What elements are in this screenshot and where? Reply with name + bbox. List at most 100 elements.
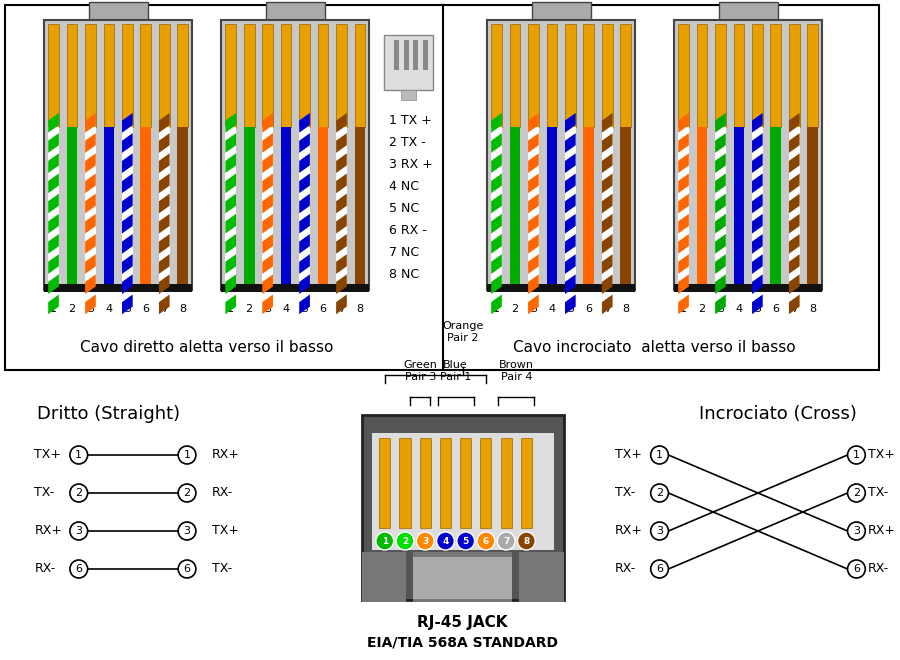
Polygon shape (225, 234, 236, 253)
Bar (807, 127, 818, 288)
Text: 3: 3 (656, 526, 663, 536)
Polygon shape (159, 275, 169, 294)
Polygon shape (225, 275, 236, 294)
Bar (262, 127, 273, 288)
Bar (299, 127, 310, 288)
Circle shape (70, 560, 87, 578)
Bar (122, 127, 132, 288)
Text: 6: 6 (853, 564, 859, 574)
Polygon shape (49, 113, 58, 133)
Polygon shape (262, 113, 273, 133)
Bar (159, 127, 169, 288)
Polygon shape (159, 153, 169, 173)
Polygon shape (159, 254, 169, 274)
Polygon shape (789, 193, 799, 213)
Text: 2 TX -: 2 TX - (389, 135, 426, 148)
Text: 6: 6 (482, 537, 489, 546)
Polygon shape (528, 113, 539, 133)
Text: TX+: TX+ (212, 525, 239, 537)
Bar (620, 24, 631, 127)
Text: 6: 6 (142, 304, 149, 314)
Bar (491, 24, 502, 127)
Polygon shape (528, 234, 539, 253)
Bar (281, 24, 292, 127)
Bar (440, 438, 451, 528)
Polygon shape (262, 294, 273, 314)
Bar (67, 127, 77, 288)
Bar (679, 127, 688, 288)
Text: 6: 6 (585, 304, 592, 314)
Polygon shape (122, 214, 132, 234)
Bar (770, 24, 781, 127)
Text: 5: 5 (754, 304, 760, 314)
Text: 3: 3 (87, 304, 94, 314)
Polygon shape (225, 113, 236, 133)
Bar (262, 127, 273, 288)
Polygon shape (262, 254, 273, 274)
Bar (565, 24, 576, 127)
Bar (583, 24, 594, 127)
Polygon shape (49, 294, 58, 314)
Polygon shape (86, 214, 95, 234)
Polygon shape (679, 133, 688, 153)
Text: 1: 1 (184, 450, 191, 460)
Bar (140, 127, 151, 288)
Bar (674, 284, 822, 292)
Bar (221, 284, 369, 292)
Circle shape (178, 522, 196, 540)
Polygon shape (752, 133, 762, 153)
Text: 3 RX +: 3 RX + (389, 158, 433, 170)
Bar (177, 127, 188, 288)
Bar (752, 127, 762, 288)
Text: 6: 6 (656, 564, 663, 574)
Polygon shape (679, 174, 688, 193)
Text: RX+: RX+ (34, 525, 62, 537)
Text: 7: 7 (604, 304, 611, 314)
Polygon shape (528, 193, 539, 213)
Bar (734, 24, 744, 127)
Bar (716, 24, 725, 127)
Polygon shape (122, 133, 132, 153)
Polygon shape (789, 275, 799, 294)
Text: 1: 1 (493, 304, 500, 314)
Bar (49, 24, 58, 127)
Bar (266, 2, 325, 20)
Circle shape (651, 560, 669, 578)
Text: 2: 2 (656, 488, 663, 498)
Polygon shape (679, 254, 688, 274)
Bar (716, 127, 725, 288)
Text: 2: 2 (246, 304, 253, 314)
Polygon shape (336, 275, 346, 294)
Text: Green
Pair 3: Green Pair 3 (403, 360, 437, 382)
Polygon shape (49, 275, 58, 294)
Polygon shape (122, 294, 132, 314)
Text: 4: 4 (442, 537, 449, 546)
Text: Brown
Pair 4: Brown Pair 4 (499, 360, 534, 382)
Text: 2: 2 (184, 488, 191, 498)
Polygon shape (159, 214, 169, 234)
Bar (602, 127, 613, 288)
Circle shape (477, 532, 495, 550)
Bar (500, 438, 512, 528)
Polygon shape (491, 153, 502, 173)
Polygon shape (602, 174, 613, 193)
Polygon shape (86, 174, 95, 193)
Bar (225, 127, 236, 288)
Bar (528, 127, 539, 288)
Circle shape (498, 532, 515, 550)
Circle shape (70, 446, 87, 464)
Bar (4, 5, 879, 370)
Text: TX-: TX- (868, 486, 888, 500)
Circle shape (518, 532, 536, 550)
Bar (602, 127, 613, 288)
Bar (752, 24, 762, 127)
Polygon shape (789, 234, 799, 253)
Bar (481, 438, 491, 528)
Polygon shape (49, 193, 58, 213)
Polygon shape (225, 193, 236, 213)
Circle shape (396, 532, 414, 550)
Bar (336, 127, 346, 288)
Circle shape (70, 484, 87, 502)
Bar (752, 127, 762, 288)
Polygon shape (262, 234, 273, 253)
